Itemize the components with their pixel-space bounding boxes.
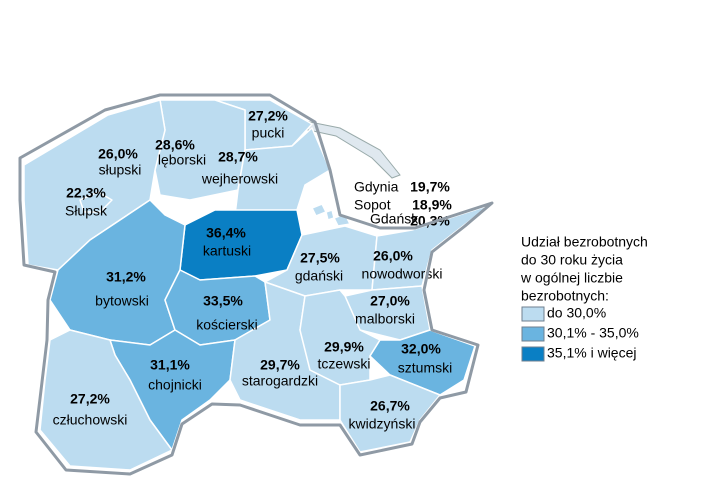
legend-title: w ogólnej liczbie	[520, 270, 623, 286]
region	[325, 209, 335, 221]
value-label: 31,1%	[150, 357, 190, 373]
value-label: 20,3%	[410, 213, 450, 229]
region-name: człuchowski	[53, 412, 128, 428]
region-name: Sopot	[354, 197, 391, 213]
value-label: 28,7%	[218, 149, 258, 165]
legend-title: bezrobotnych:	[521, 288, 609, 304]
legend-title: Udział bezrobotnych	[521, 234, 648, 250]
legend-swatch	[521, 326, 545, 342]
region	[234, 127, 331, 216]
region-name: sztumski	[398, 360, 452, 376]
region-name: Słupsk	[65, 203, 108, 219]
region-name: słupski	[99, 162, 142, 178]
value-label: 31,2%	[106, 269, 146, 285]
region-outline	[18, 93, 494, 476]
value-label: 26,7%	[370, 398, 410, 414]
region-name: gdański	[295, 268, 343, 284]
value-label: 22,3%	[66, 185, 106, 201]
value-label: 29,7%	[260, 357, 300, 373]
region-name: nowodworski	[362, 266, 443, 282]
legend-title: do 30 roku życia	[521, 252, 623, 268]
region-name: lęborski	[158, 152, 206, 168]
region-name: kościerski	[196, 317, 257, 333]
region-name: starogardzki	[242, 373, 318, 389]
region-name: Gdynia	[354, 179, 399, 195]
region-name: chojnicki	[148, 377, 202, 393]
region	[39, 329, 173, 471]
region-name: malborski	[355, 311, 415, 327]
region-name: kartuski	[203, 243, 251, 259]
value-label: 27,2%	[248, 108, 288, 124]
value-label: 33,5%	[203, 293, 243, 309]
region-name: pucki	[252, 125, 285, 141]
region-name: kwidzyński	[349, 416, 416, 432]
value-label: 26,0%	[373, 248, 413, 264]
region	[369, 329, 476, 396]
value-label: 18,9%	[412, 197, 452, 213]
value-label: 27,0%	[370, 293, 410, 309]
region	[311, 203, 327, 217]
value-label: 27,5%	[300, 250, 340, 266]
value-label: 36,4%	[206, 225, 246, 241]
value-label: 19,7%	[410, 179, 450, 195]
legend-label: 35,1% i więcej	[547, 345, 637, 361]
value-label: 32,0%	[401, 341, 441, 357]
region-name: bytowski	[95, 293, 149, 309]
region-name: Gdańsk	[370, 211, 419, 227]
value-label: 29,9%	[324, 339, 364, 355]
legend-swatch	[521, 306, 545, 322]
value-label: 28,6%	[155, 137, 195, 153]
region	[79, 191, 113, 213]
value-label: 27,2%	[70, 391, 110, 407]
legend-swatch	[521, 346, 545, 362]
region-name: wejherowski	[201, 171, 278, 187]
legend-label: 30,1% - 35,0%	[547, 325, 639, 341]
legend-label: do 30,0%	[547, 305, 606, 321]
region-name: tczewski	[318, 356, 371, 372]
value-label: 26,0%	[98, 146, 138, 162]
